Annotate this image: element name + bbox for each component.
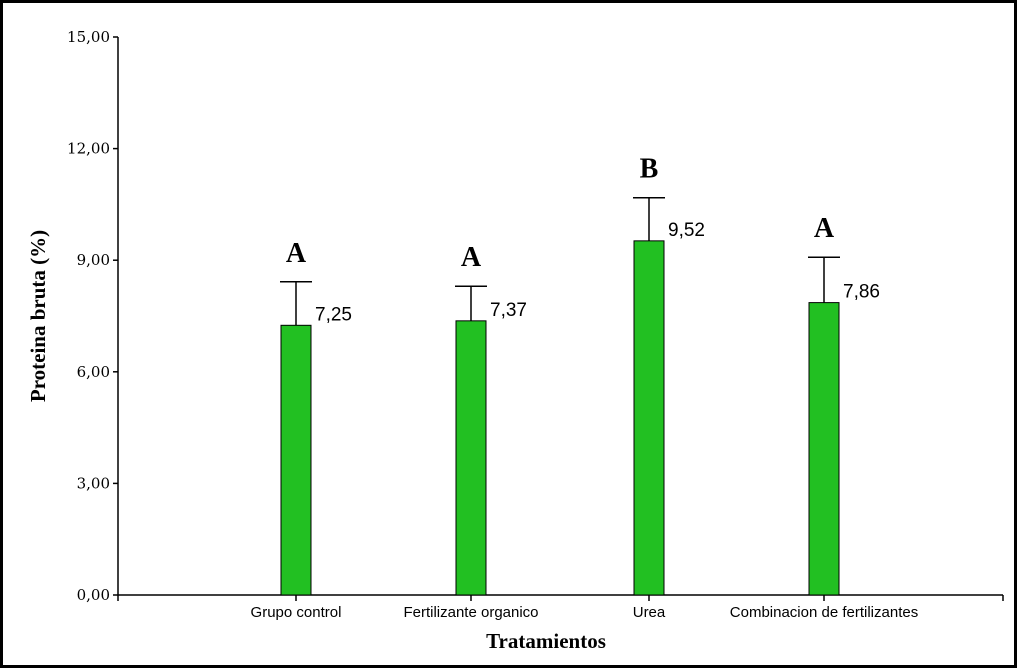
bar <box>633 240 665 596</box>
y-axis-ticks: 0,00 3,00 6,00 9,00 12,00 15,00 <box>67 28 118 604</box>
axes <box>117 37 1004 601</box>
bar <box>455 320 487 596</box>
x-category-label: Fertilizante organico <box>403 604 538 621</box>
y-tick-label: 3,00 <box>77 474 110 492</box>
significance-letter: A <box>286 238 307 269</box>
y-tick-label: 6,00 <box>77 363 110 381</box>
bar <box>808 302 840 596</box>
y-tick-label: 12,00 <box>67 140 110 158</box>
y-axis-title: Proteina bruta (%) <box>26 230 50 402</box>
bar-value-label: 7,37 <box>490 300 527 321</box>
x-category-label: Combinacion de fertilizantes <box>730 604 918 621</box>
x-category-label: Urea <box>633 604 666 621</box>
bars <box>280 240 840 596</box>
bar-value-label: 7,86 <box>843 282 880 303</box>
bar-value-label: 7,25 <box>315 304 352 325</box>
x-axis-title: Tratamientos <box>486 629 606 653</box>
data-labels: 7,25 7,37 9,52 7,86 <box>315 220 880 325</box>
bar <box>280 324 312 596</box>
significance-letter: A <box>814 213 835 244</box>
significance-letter: B <box>640 154 659 185</box>
x-category-label: Grupo control <box>251 604 342 621</box>
error-bars <box>280 196 840 326</box>
bar-value-label: 9,52 <box>668 220 705 241</box>
y-tick-label: 9,00 <box>77 251 110 269</box>
significance-letters: A A B A <box>286 154 835 274</box>
y-tick-label: 0,00 <box>77 586 110 604</box>
significance-letter: A <box>461 242 482 273</box>
y-tick-label: 15,00 <box>67 28 110 46</box>
x-axis-category-labels: Grupo control Fertilizante organico Urea Co… <box>251 604 919 621</box>
